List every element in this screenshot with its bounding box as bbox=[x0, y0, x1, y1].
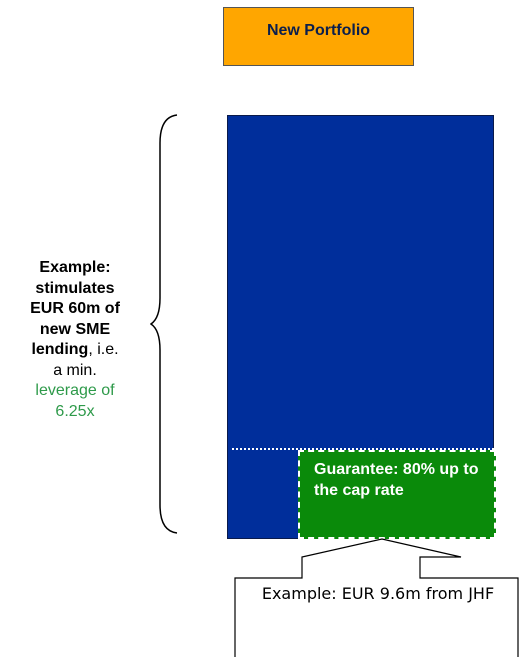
callout-text: Example: EUR 9.6m from JHF bbox=[261, 584, 495, 603]
new-portfolio-label: New Portfolio bbox=[266, 22, 371, 39]
cap-rate-dotted-line bbox=[232, 448, 494, 450]
example-line7: leverage of bbox=[35, 382, 115, 399]
new-portfolio-header: New Portfolio bbox=[223, 7, 414, 66]
example-line4: new SME bbox=[39, 320, 111, 338]
guarantee-box: Guarantee: 80% up to the cap rate bbox=[298, 450, 496, 539]
example-line8: 6.25x bbox=[55, 402, 95, 420]
example-line1: Example: bbox=[39, 259, 111, 276]
example-line3: EUR 60m of bbox=[30, 300, 120, 317]
example-line6: a min. bbox=[53, 361, 97, 379]
example-line5-rest: , i.e. bbox=[88, 341, 119, 358]
leverage-example-label: Example: stimulates EUR 60m of new SME l… bbox=[0, 258, 150, 422]
curly-brace bbox=[150, 114, 178, 534]
guarantee-text: Guarantee: 80% up to the cap rate bbox=[314, 461, 479, 499]
example-line5-bold: lending bbox=[31, 341, 89, 358]
example-line2: stimulates bbox=[35, 279, 115, 297]
